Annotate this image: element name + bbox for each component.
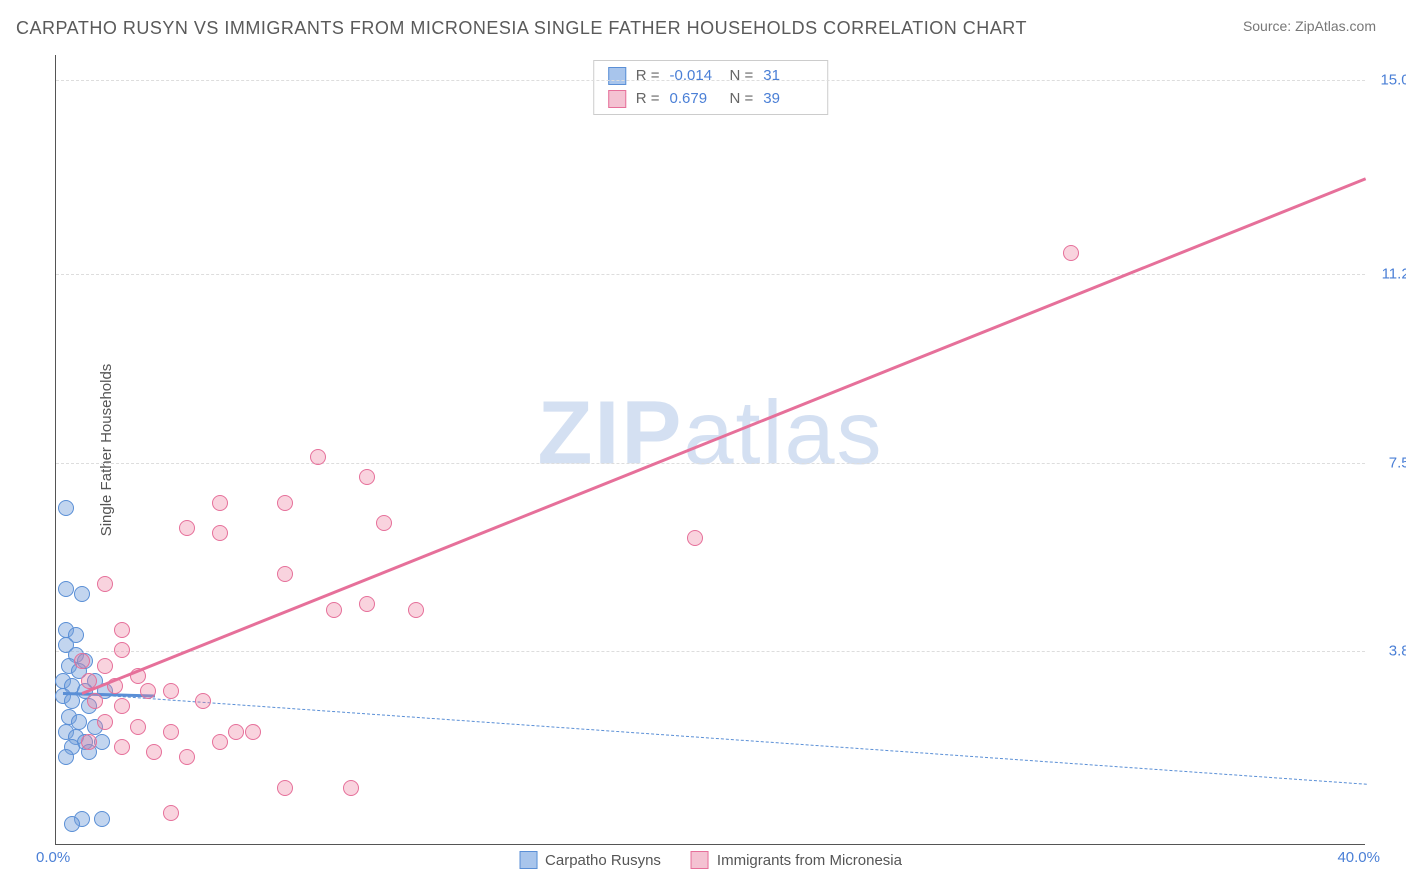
y-tick-label: 15.0% xyxy=(1380,72,1406,89)
data-point xyxy=(1063,245,1079,261)
data-point xyxy=(74,586,90,602)
data-point xyxy=(140,683,156,699)
data-point xyxy=(245,724,261,740)
stats-r-label: R = xyxy=(636,88,660,111)
stats-legend-box: R = -0.014 N = 31 R = 0.679 N = 39 xyxy=(593,60,829,115)
data-point xyxy=(97,658,113,674)
y-tick-label: 7.5% xyxy=(1389,454,1406,471)
data-point xyxy=(326,602,342,618)
data-point xyxy=(310,449,326,465)
stats-row: R = -0.014 N = 31 xyxy=(608,65,814,88)
legend-swatch xyxy=(691,851,709,869)
data-point xyxy=(87,693,103,709)
data-point xyxy=(114,642,130,658)
data-point xyxy=(163,805,179,821)
data-point xyxy=(277,566,293,582)
data-point xyxy=(163,683,179,699)
trend-line xyxy=(63,692,1367,785)
stats-n-value: 39 xyxy=(763,88,813,111)
data-point xyxy=(277,495,293,511)
legend-item: Carpatho Rusyns xyxy=(519,851,661,869)
data-point xyxy=(212,525,228,541)
data-point xyxy=(179,520,195,536)
data-point xyxy=(359,469,375,485)
data-point xyxy=(359,596,375,612)
data-point xyxy=(58,500,74,516)
plot-area: ZIPatlas R =-0.014N =31R =0.679N =39 0.0… xyxy=(55,55,1365,845)
data-point xyxy=(94,811,110,827)
chart-title: CARPATHO RUSYN VS IMMIGRANTS FROM MICRON… xyxy=(16,18,1027,39)
stats-n-value: 31 xyxy=(763,65,813,88)
data-point xyxy=(408,602,424,618)
gridline xyxy=(56,463,1365,464)
stats-r-label: R = xyxy=(636,65,660,88)
data-point xyxy=(277,780,293,796)
watermark: ZIPatlas xyxy=(537,382,883,485)
data-point xyxy=(179,749,195,765)
legend-label: Immigrants from Micronesia xyxy=(717,852,902,869)
stats-n-label: N = xyxy=(730,88,754,111)
x-max-label: 40.0% xyxy=(1337,849,1380,866)
data-point xyxy=(130,719,146,735)
legend-item: Immigrants from Micronesia xyxy=(691,851,902,869)
data-point xyxy=(687,530,703,546)
gridline xyxy=(56,80,1365,81)
legend-label: Carpatho Rusyns xyxy=(545,852,661,869)
chart-source: Source: ZipAtlas.com xyxy=(1243,18,1376,34)
data-point xyxy=(114,739,130,755)
watermark-light: atlas xyxy=(683,383,883,483)
legend-swatch xyxy=(608,67,626,85)
y-tick-label: 3.8% xyxy=(1389,643,1406,660)
chart-container: Single Father Households ZIPatlas R =-0.… xyxy=(55,55,1365,845)
data-point xyxy=(58,749,74,765)
data-point xyxy=(97,576,113,592)
x-min-label: 0.0% xyxy=(36,849,70,866)
legend-swatch xyxy=(519,851,537,869)
data-point xyxy=(343,780,359,796)
data-point xyxy=(146,744,162,760)
data-point xyxy=(58,581,74,597)
watermark-bold: ZIP xyxy=(537,383,683,483)
data-point xyxy=(376,515,392,531)
legend-swatch xyxy=(608,90,626,108)
data-point xyxy=(228,724,244,740)
gridline xyxy=(56,651,1365,652)
data-point xyxy=(74,653,90,669)
stats-row: R = 0.679 N = 39 xyxy=(608,88,814,111)
trend-line xyxy=(82,177,1367,695)
data-point xyxy=(195,693,211,709)
data-point xyxy=(114,622,130,638)
data-point xyxy=(97,714,113,730)
gridline xyxy=(56,274,1365,275)
series-legend: Carpatho Rusyns Immigrants from Micronesi… xyxy=(519,851,902,869)
stats-n-label: N = xyxy=(730,65,754,88)
data-point xyxy=(64,693,80,709)
stats-r-value: 0.679 xyxy=(670,88,720,111)
data-point xyxy=(64,816,80,832)
stats-r-value: -0.014 xyxy=(670,65,720,88)
data-point xyxy=(212,734,228,750)
y-tick-label: 11.2% xyxy=(1382,266,1406,283)
data-point xyxy=(163,724,179,740)
data-point xyxy=(212,495,228,511)
data-point xyxy=(81,734,97,750)
data-point xyxy=(71,714,87,730)
data-point xyxy=(114,698,130,714)
